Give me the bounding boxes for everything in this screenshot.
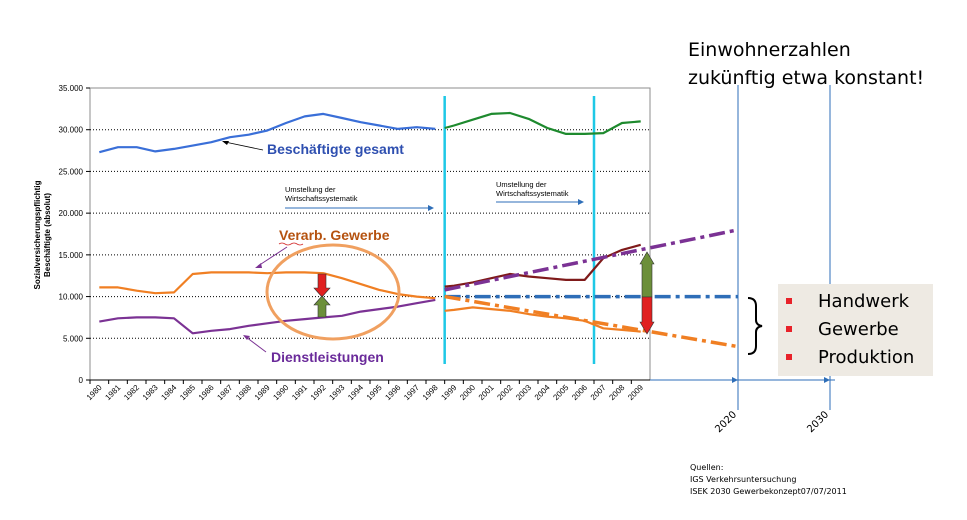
bullet-icon	[786, 326, 792, 332]
bullet-icon	[786, 298, 792, 304]
headline-line-1: Einwohnerzahlen	[688, 39, 851, 61]
x-tick-label: 2004	[533, 383, 552, 402]
y-axis-title: SozialversicherungspflichtigBeschäftigte…	[33, 180, 52, 289]
arrow-right-icon	[578, 199, 584, 205]
x-tick-label: 2009	[626, 383, 645, 402]
x-tick-label: 2003	[514, 383, 533, 402]
y-tick-label: 30.000	[59, 126, 84, 135]
series-line	[99, 271, 436, 300]
x-tick-label: 1994	[346, 383, 365, 402]
x-tick-label: 1996	[383, 383, 402, 402]
y-tick-label: 5.000	[63, 334, 84, 343]
y-tick-label: 15.000	[59, 251, 84, 260]
x-tick-label: 1987	[215, 383, 234, 402]
x-tick-label: 2006	[570, 383, 589, 402]
legend-item-gewerbe: Gewerbe	[786, 319, 899, 340]
series-line	[99, 112, 436, 154]
extension-tick-label: 2020	[713, 409, 739, 435]
arrow-icon	[243, 335, 250, 340]
series-line	[444, 243, 641, 288]
y-tick-label: 25.000	[59, 167, 84, 176]
arrow-down-icon	[639, 296, 655, 335]
pointer-line	[245, 336, 267, 353]
label-dienstleistungen: Dienstleistungen	[271, 349, 384, 365]
legend-label: Produktion	[818, 347, 915, 368]
arrow-icon	[255, 263, 262, 268]
sources-line: IGS Verkehrsuntersuchung	[690, 475, 797, 484]
pointer-line	[257, 246, 288, 267]
axis-arrow-icon	[824, 377, 830, 383]
legend-box: Handwerk Gewerbe Produktion	[778, 284, 933, 376]
sources-line: ISEK 2030 Gewerbekonzept07/07/2011	[690, 487, 847, 496]
arrow-up-icon	[313, 295, 331, 318]
projection-line	[444, 228, 739, 292]
sources-title: Quellen:	[690, 463, 724, 472]
legend-bracket	[747, 297, 763, 355]
series-line	[444, 111, 641, 135]
x-tick-label: 1989	[253, 383, 272, 402]
legend-label: Gewerbe	[818, 319, 899, 340]
extension-tick-label: 2030	[805, 409, 831, 435]
highlight-ellipse	[265, 243, 401, 341]
x-tick-label: 1985	[178, 383, 197, 402]
x-tick-label: 2001	[477, 383, 496, 402]
arrow-down-icon	[313, 273, 331, 298]
y-tick-label: 35.000	[59, 84, 84, 93]
series-lines	[99, 96, 739, 364]
projection-line	[444, 294, 739, 349]
legend-label: Handwerk	[818, 291, 910, 312]
bullet-icon	[786, 354, 792, 360]
arrow-icon	[222, 141, 229, 145]
x-tick-label: 1995	[365, 383, 384, 402]
x-tick-label: 1986	[197, 383, 216, 402]
x-tick-label: 1982	[122, 383, 141, 402]
series-line	[99, 298, 436, 335]
axis-arrow-icon	[732, 377, 738, 383]
x-tick-label: 2007	[589, 383, 608, 402]
label-beschaeftigte-gesamt: Beschäftigte gesamt	[267, 141, 404, 157]
x-tick-label: 1993	[327, 383, 346, 402]
headline-line-2: zukünftig etwa konstant!	[688, 67, 925, 89]
x-tick-label: 1997	[402, 383, 421, 402]
headline: Einwohnerzahlen zukünftig etwa konstant!	[688, 36, 924, 92]
y-tick-label: 20.000	[59, 209, 84, 218]
break-label: Umstellung der	[285, 185, 336, 194]
series-line	[444, 306, 641, 333]
x-tick-label: 1991	[290, 383, 309, 402]
arrow-right-icon	[428, 205, 434, 211]
break-label: Umstellung der	[496, 180, 547, 189]
x-tick-label: 2008	[607, 383, 626, 402]
x-tick-label: 1992	[309, 383, 328, 402]
x-tick-label: 1984	[159, 383, 178, 402]
x-tick-label: 2005	[551, 383, 570, 402]
y-axis-title-line: Beschäftigte (absolut)	[43, 193, 52, 277]
x-tick-label: 1998	[421, 383, 440, 402]
y-tick-label: 0	[79, 376, 84, 385]
x-tick-label: 1990	[271, 383, 290, 402]
x-tick-label: 1983	[141, 383, 160, 402]
y-axis-title-line: Sozialversicherungspflichtig	[33, 180, 42, 289]
sources: Quellen: IGS Verkehrsuntersuchung ISEK 2…	[690, 462, 847, 498]
break-label: Wirtschaftssystematik	[285, 194, 358, 203]
legend-item-produktion: Produktion	[786, 347, 915, 368]
x-tick-label: 2002	[495, 383, 514, 402]
legend-item-handwerk: Handwerk	[786, 291, 910, 312]
x-tick-label: 1981	[103, 383, 122, 402]
pointer-line	[224, 141, 264, 151]
break-label: Wirtschaftssystematik	[496, 189, 569, 198]
x-tick-label: 1980	[85, 383, 104, 402]
annotations: Umstellung derWirtschaftssystematikUmste…	[222, 141, 763, 365]
x-tick-label: 2000	[458, 383, 477, 402]
y-tick-label: 10.000	[59, 293, 84, 302]
axes: 0 5.000 10.000 15.000 20.000 25.000 30.000 35.0…	[33, 84, 835, 435]
x-tick-label: 1999	[439, 383, 458, 402]
arrow-up-icon	[639, 251, 655, 298]
x-tick-label: 1988	[234, 383, 253, 402]
label-verarb-gewerbe: Verarb. Gewerbe	[279, 227, 390, 243]
spellcheck-underline	[278, 242, 304, 246]
